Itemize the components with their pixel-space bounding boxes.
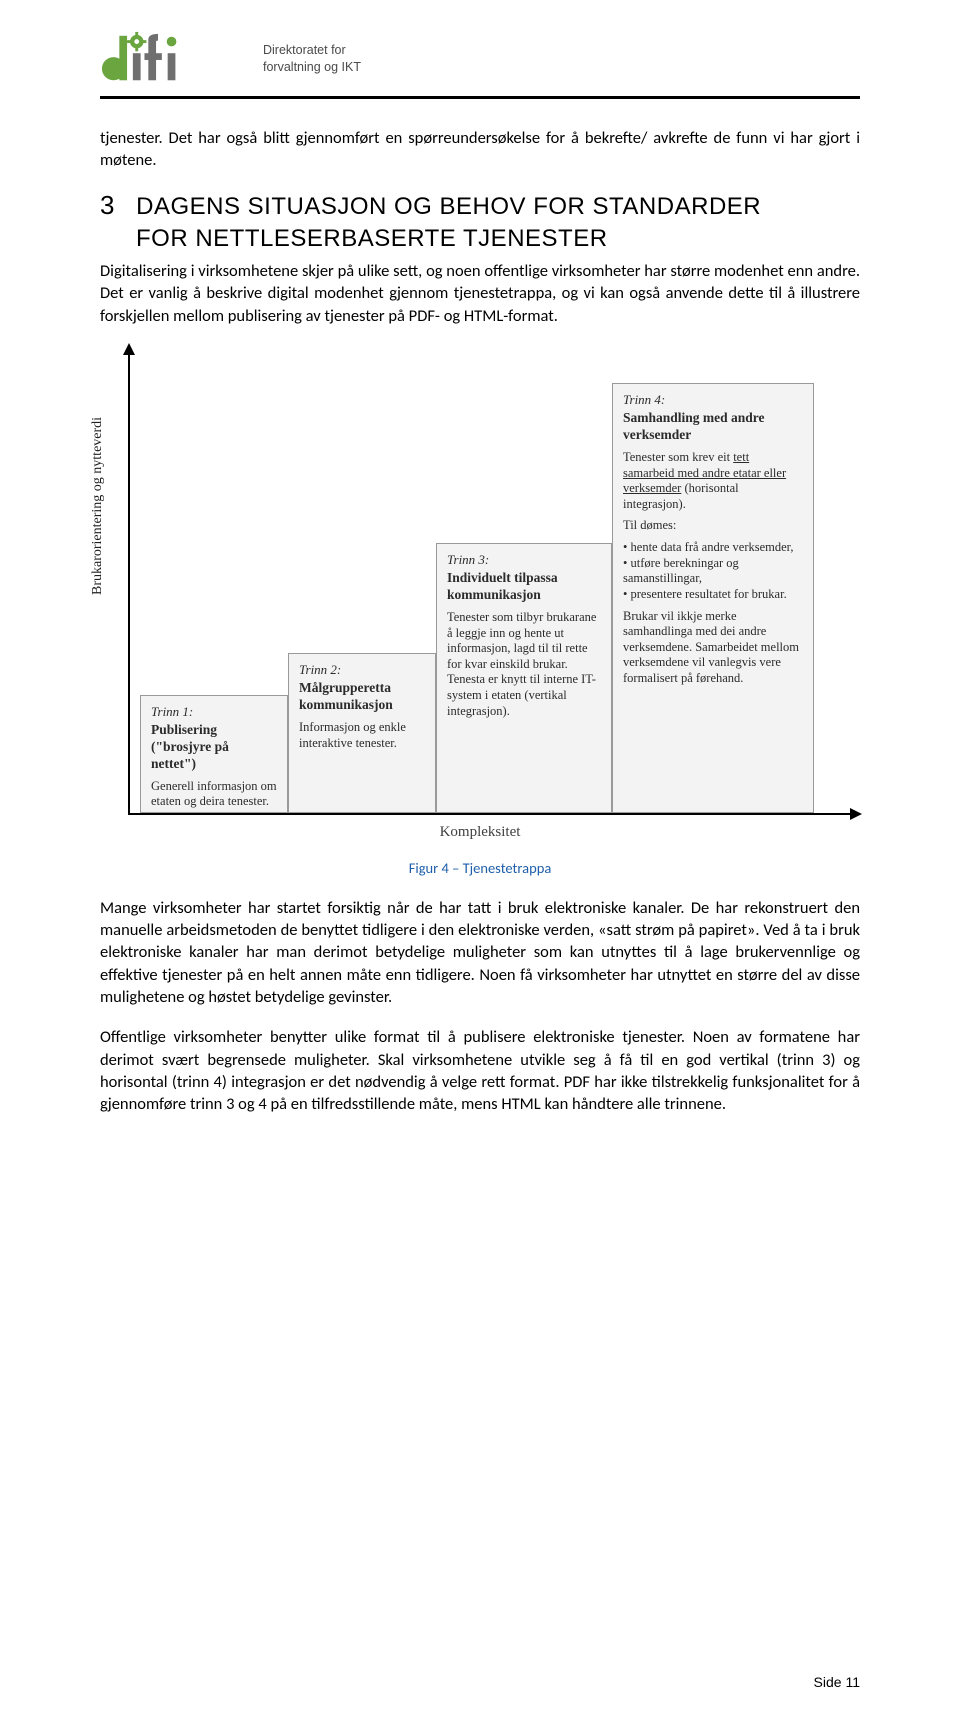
intro-paragraph: tjenester. Det har også blitt gjennomfør… <box>100 127 860 172</box>
footer-label: Side <box>814 1674 842 1690</box>
post-figure-paragraph-1: Mange virksomheter har startet forsiktig… <box>100 897 860 1008</box>
footer-page-number: 11 <box>845 1674 860 1690</box>
logo-subtitle: Direktoratet for forvaltning og IKT <box>263 42 361 76</box>
step-title: Publisering ("brosjyre på nettet") <box>151 722 277 773</box>
x-axis-label: Kompleksitet <box>100 824 860 841</box>
step-body: Tenester som krev eit tett samarbeid med… <box>623 450 803 687</box>
figure-caption: Figur 4 – Tjenestetrappa <box>100 859 860 877</box>
page-header: Direktoratet for forvaltning og IKT <box>100 30 860 88</box>
step-body: Tenester som tilbyr brukarane å leggje i… <box>447 610 601 719</box>
step-title: Målgrupperetta kommunikasjon <box>299 680 425 714</box>
section-number-line: 3 DAGENS SITUASJON OG BEHOV FOR STANDARD… <box>100 190 860 222</box>
y-axis-arrowhead-icon <box>123 343 135 355</box>
step-body: Informasjon og enkle interaktive teneste… <box>299 720 425 751</box>
step-body: Generell informasjon om etaten og deira … <box>151 779 277 810</box>
x-axis-line <box>128 813 860 815</box>
step-box-3: Trinn 3: Individuelt tilpassa kommunikasj… <box>436 543 612 813</box>
step-trinn-label: Trinn 2: <box>299 662 425 678</box>
y-axis-line <box>128 345 130 815</box>
tjenestetrappa-figure: Brukarorientering og nytteverdi Kompleks… <box>100 345 860 855</box>
section-body-paragraph: Digitalisering i virksomhetene skjer på … <box>100 260 860 327</box>
step-trinn-label: Trinn 4: <box>623 392 803 408</box>
difi-logo-icon <box>100 30 245 88</box>
step-title: Samhandling med andre verksemder <box>623 410 803 444</box>
post-figure-paragraph-2: Offentlige virksomheter benytter ulike f… <box>100 1026 860 1115</box>
logo-subtitle-line1: Direktoratet for <box>263 42 361 59</box>
y-axis-label: Brukarorientering og nytteverdi <box>90 417 106 595</box>
step-trinn-label: Trinn 3: <box>447 552 601 568</box>
section-title-line1: DAGENS SITUASJON OG BEHOV FOR STANDARDER <box>136 193 761 220</box>
step-box-1: Trinn 1: Publisering ("brosjyre på nettet… <box>140 695 288 813</box>
logo-subtitle-line2: forvaltning og IKT <box>263 59 361 76</box>
page-footer: Side 11 <box>814 1674 860 1690</box>
x-axis-arrowhead-icon <box>850 808 862 820</box>
header-rule <box>100 96 860 99</box>
section-title-line2: FOR NETTLESERBASERTE TJENESTER <box>100 225 860 254</box>
step-title: Individuelt tilpassa kommunikasjon <box>447 570 601 604</box>
step-box-4: Trinn 4: Samhandling med andre verksemder… <box>612 383 814 813</box>
step-trinn-label: Trinn 1: <box>151 704 277 720</box>
section-heading: 3 DAGENS SITUASJON OG BEHOV FOR STANDARD… <box>100 190 860 255</box>
section-number: 3 <box>100 190 114 220</box>
step-box-2: Trinn 2: Målgrupperetta kommunikasjon Info… <box>288 653 436 813</box>
difi-logo <box>100 30 245 88</box>
